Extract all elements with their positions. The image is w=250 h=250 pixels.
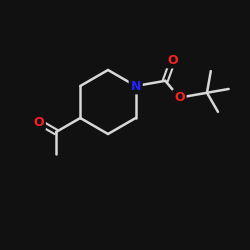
Text: O: O: [34, 116, 44, 128]
Text: N: N: [130, 80, 141, 92]
Text: O: O: [168, 54, 178, 66]
Text: O: O: [174, 91, 185, 104]
